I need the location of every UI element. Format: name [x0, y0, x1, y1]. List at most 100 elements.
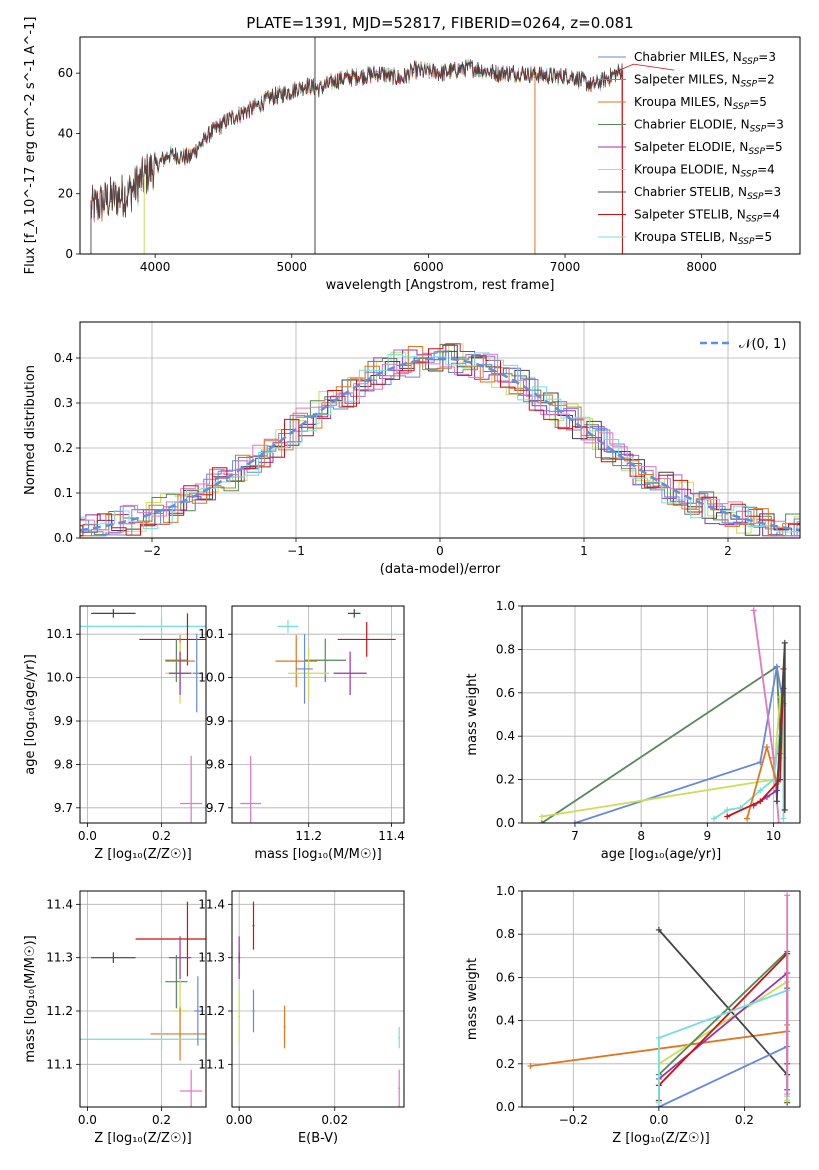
x-tick-label: 9 [704, 829, 712, 843]
legend-label: Chabrier ELODIE, N [634, 118, 750, 132]
error-point [398, 1069, 401, 1107]
y-tick-label: 11.1 [198, 1057, 225, 1071]
x-tick-label: −0.2 [559, 1113, 588, 1127]
legend-entry: Kroupa ELODIE, NSSP=4 [634, 163, 775, 180]
y-tick-label: 10.0 [198, 671, 225, 685]
error-point [139, 613, 206, 666]
chart-mass_weight_vs_age: 7 8 9 10 0.0 0.2 0.4 0.6 0.8 1.0 age [log₁₀(age/yr… [465, 599, 801, 862]
weight-marker [710, 815, 717, 822]
chart-mass_weight_vs_Z: −0.2 0.0 0.2 0.0 0.2 0.4 0.6 0.8 1.0 Z [log₁₀(Z/Z… [465, 884, 801, 1146]
y-tick-label: 10.0 [46, 671, 73, 685]
error-point [180, 755, 203, 823]
legend-entry: Chabrier ELODIE, NSSP=3 [634, 118, 784, 135]
legend-value: =3 [764, 185, 782, 199]
histogram-step [80, 351, 800, 537]
weight-marker [770, 754, 777, 761]
spectrum-line [619, 63, 675, 71]
spectrum-line [90, 60, 623, 254]
legend-entry: Salpeter MILES, NSSP=2 [634, 73, 775, 90]
histogram-step [80, 344, 800, 537]
weight-marker [724, 813, 731, 820]
weight-marker [775, 820, 782, 823]
error-point [91, 609, 136, 618]
y-tick-label: 0.1 [54, 486, 73, 500]
x-tick-label: 0.00 [226, 1113, 253, 1127]
error-point [80, 1028, 206, 1050]
weight-marker [527, 1062, 534, 1069]
legend-subscript: SSP [733, 102, 750, 112]
spectrum-line [90, 59, 623, 254]
error-point [398, 1027, 401, 1049]
histogram-step [80, 353, 800, 537]
legend-subscript: SSP [748, 147, 765, 157]
legend-subscript: SSP [747, 192, 764, 202]
chart-age_vs_Z: 0.0 0.2 9.7 9.8 9.9 10.0 10.1 Z [log₁₀(Z/Z☉)] ag… [23, 605, 207, 862]
weight-marker [655, 1099, 662, 1106]
y-tick-label: 9.7 [206, 801, 225, 815]
legend-subscript: SSP [746, 215, 763, 225]
y-tick-label: 0.6 [496, 970, 515, 984]
weight-marker [538, 820, 545, 823]
y-tick-label: 60 [58, 66, 73, 80]
x-tick-label: 10 [766, 829, 781, 843]
x-tick-label: 7 [571, 829, 579, 843]
legend-entry: Salpeter STELIB, NSSP=4 [634, 208, 780, 225]
chart-residual_histogram: −2 −1 0 1 2 0.0 0.1 0.2 0.3 0.4 (data-model)/error… [23, 321, 801, 577]
x-tick-label: 0.2 [735, 1113, 754, 1127]
y-tick-label: 11.4 [46, 897, 73, 911]
x-tick-label: 7000 [550, 260, 581, 274]
weight-line [541, 665, 781, 823]
legend-value: =5 [749, 95, 767, 109]
legend-label: Kroupa MILES, N [634, 95, 733, 109]
x-tick-label: 0.02 [321, 1113, 348, 1127]
error-point [194, 976, 202, 1046]
plot-area [80, 609, 206, 823]
error-point [91, 952, 136, 963]
y-tick-label: 9.8 [206, 757, 225, 771]
x-tick-label: 0.0 [78, 829, 97, 843]
x-axis-label: wavelength [Angstrom, rest frame] [326, 278, 555, 293]
weight-line [658, 980, 789, 1101]
error-point [287, 647, 330, 700]
plot-area [80, 901, 206, 1107]
y-tick-label: 0.8 [496, 927, 515, 941]
weight-marker [781, 639, 788, 646]
error-point [333, 651, 367, 695]
y-tick-label: 11.3 [198, 951, 225, 965]
x-tick-label: 8000 [686, 260, 717, 274]
x-axis-label: mass [log₁₀(M/M☉)] [254, 847, 381, 862]
x-tick-label: 6000 [413, 260, 444, 274]
error-point [277, 619, 299, 633]
weight-marker [784, 1091, 791, 1098]
histogram-step [80, 346, 800, 537]
weight-marker [781, 806, 788, 813]
plot-area [538, 607, 788, 823]
error-point [193, 634, 201, 713]
weight-marker [763, 744, 770, 751]
chart-mass_vs_EBV: 0.00 0.02 11.1 11.2 11.3 11.4 E(B-V) [198, 890, 405, 1146]
weight-line [726, 668, 785, 818]
x-tick-label: 0.0 [649, 1113, 668, 1127]
error-point [168, 651, 192, 695]
y-tick-label: 0.2 [496, 773, 515, 787]
y-tick-label: 0.6 [496, 686, 515, 700]
weight-marker [757, 787, 764, 794]
x-axis-label: age [log₁₀(age/yr)] [601, 847, 722, 862]
spectrum-line [90, 59, 623, 254]
weight-marker [724, 806, 731, 813]
spectrum-line [90, 59, 623, 254]
legend-value: =3 [766, 118, 784, 132]
legend-value: =4 [757, 163, 775, 177]
error-point [275, 635, 317, 688]
x-tick-label: 0.0 [78, 1113, 97, 1127]
histogram-step [80, 352, 800, 533]
plot-area [80, 343, 800, 537]
legend-subscript: SSP [738, 237, 755, 247]
error-point [135, 901, 206, 977]
plot-area [240, 609, 396, 823]
y-tick-label: 20 [58, 187, 73, 201]
legend-entry: 𝒩(0, 1) [739, 337, 786, 352]
x-tick-label: 1 [580, 544, 588, 558]
axes-frame-mass_vs_EBV [231, 890, 405, 1108]
y-tick-label: 1.0 [496, 599, 515, 613]
